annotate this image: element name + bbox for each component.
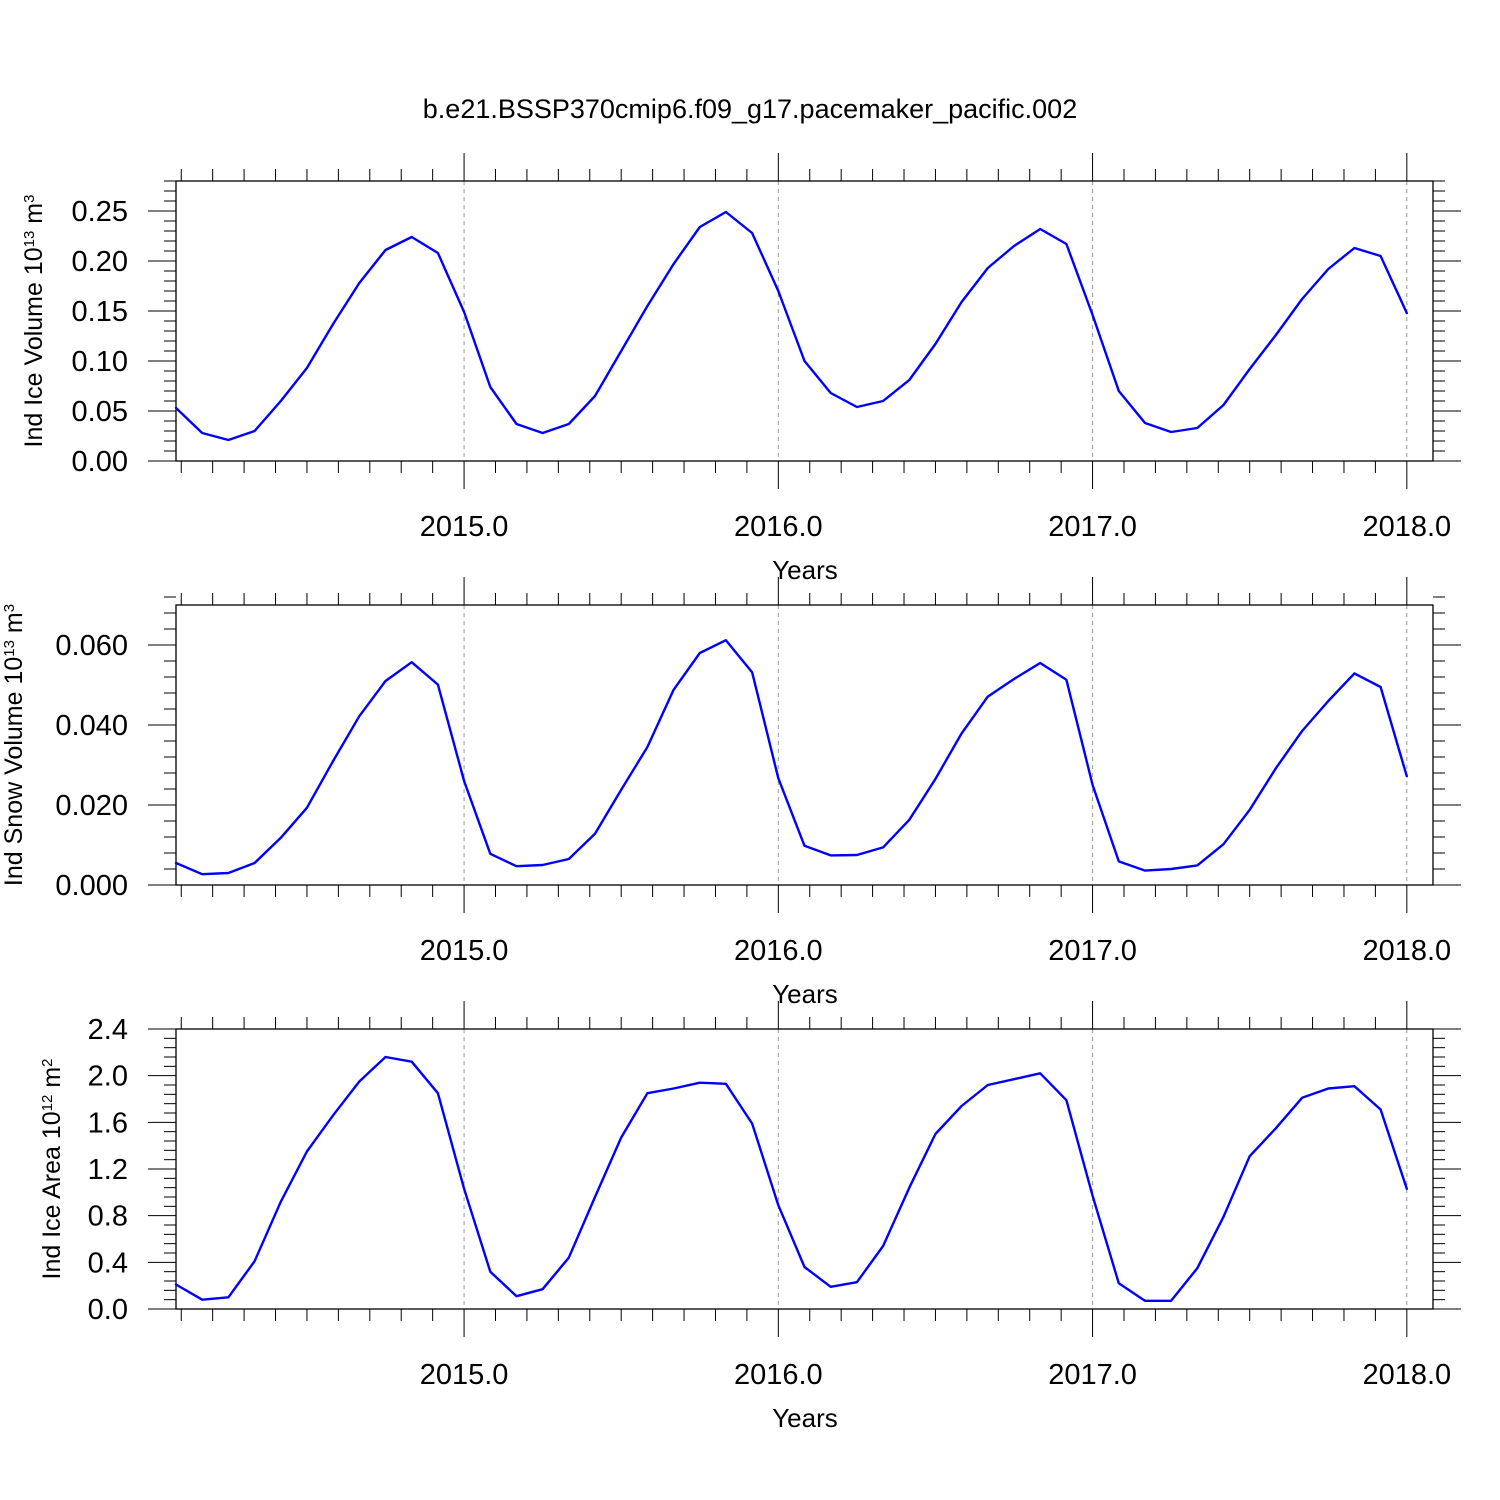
x-tick-label: 2016.0 — [734, 1359, 823, 1391]
x-tick-label: 2017.0 — [1048, 511, 1137, 543]
y-tick-label: 0.040 — [55, 710, 128, 742]
y-tick-label: 0.060 — [55, 630, 128, 662]
y-tick-label: 0.05 — [72, 396, 128, 428]
y-axis-label: Ind Snow Volume 1013 m3 — [0, 604, 28, 886]
y-tick-label: 0.15 — [72, 296, 128, 328]
x-tick-label: 2016.0 — [734, 511, 823, 543]
y-tick-label: 2.4 — [88, 1014, 128, 1046]
y-tick-label: 0.8 — [88, 1201, 128, 1233]
y-axis-label: Ind Ice Volume 1013 m3 — [20, 195, 48, 448]
x-tick-label: 2015.0 — [420, 511, 509, 543]
y-tick-label: 0.0 — [88, 1294, 128, 1326]
y-tick-label: 0.020 — [55, 790, 128, 822]
series-line — [174, 639, 1409, 876]
series-line — [174, 210, 1409, 442]
x-tick-label: 2018.0 — [1362, 1359, 1451, 1391]
x-tick-label: 2015.0 — [420, 1359, 509, 1391]
y-tick-label: 2.0 — [88, 1061, 128, 1093]
x-tick-label: 2017.0 — [1048, 935, 1137, 967]
y-tick-label: 1.2 — [88, 1154, 128, 1186]
y-tick-label: 0.4 — [88, 1247, 128, 1279]
y-tick-label: 0.00 — [72, 446, 128, 478]
plot-frame — [175, 604, 1434, 886]
chart-panel-snow-volume: 2015.0 2016.0 2017.0 2018.0 Years 0.000 0.020 0… — [0, 577, 1461, 1009]
series-line — [174, 1055, 1409, 1303]
x-axis-label: Years — [772, 979, 838, 1009]
x-tick-label: 2017.0 — [1048, 1359, 1137, 1391]
y-tick-label: 0.25 — [72, 196, 128, 228]
chart-panel-ice-volume: 2015.0 2016.0 2017.0 2018.0 Years 0.00 0.05 0.1… — [20, 153, 1461, 585]
x-tick-label: 2015.0 — [420, 935, 509, 967]
figure-title: b.e21.BSSP370cmip6.f09_g17.pacemaker_pac… — [423, 94, 1077, 124]
y-tick-label: 1.6 — [88, 1107, 128, 1139]
x-tick-label: 2018.0 — [1362, 511, 1451, 543]
x-tick-label: 2018.0 — [1362, 935, 1451, 967]
y-tick-label: 0.20 — [72, 246, 128, 278]
y-axis-label: Ind Ice Area 1012 m2 — [38, 1059, 66, 1280]
chart-panel-ice-area: 2015.0 2016.0 2017.0 2018.0 Years 0.0 0.4 0.8 1.… — [38, 1001, 1461, 1433]
y-tick-label: 0.000 — [55, 870, 128, 902]
x-tick-label: 2016.0 — [734, 935, 823, 967]
y-tick-label: 0.10 — [72, 346, 128, 378]
x-axis-label: Years — [772, 555, 838, 585]
x-axis-label: Years — [772, 1403, 838, 1433]
plot-frame — [175, 180, 1434, 462]
